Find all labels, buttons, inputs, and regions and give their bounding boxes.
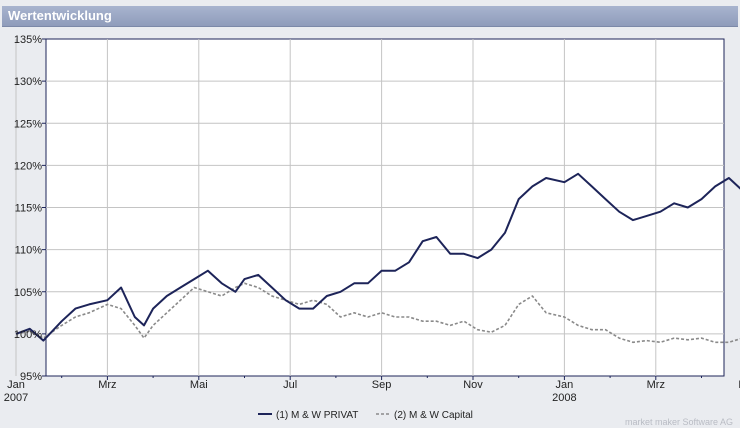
x-tick-label: Mrz — [647, 379, 665, 391]
x-tick-label: Jan — [7, 379, 25, 391]
y-tick-label: 105% — [14, 287, 42, 299]
x-tick-label: Jul — [283, 379, 297, 391]
chart-title-bar: Wertentwicklung — [2, 6, 738, 27]
y-tick-label: 135% — [14, 34, 42, 46]
y-tick-label: 95% — [20, 371, 42, 383]
y-tick-label: 120% — [14, 160, 42, 172]
x-tick-label: Mai — [190, 379, 208, 391]
y-tick-label: 110% — [15, 245, 43, 257]
x-tick-label: Mai — [738, 379, 740, 391]
chart-title: Wertentwicklung — [8, 8, 112, 23]
series-layer: 21 — [15, 172, 740, 344]
x-year-label: 2007 — [4, 392, 28, 404]
y-tick-label: 115% — [15, 203, 43, 215]
y-tick-label: 125% — [14, 118, 42, 130]
series-line — [15, 282, 740, 344]
x-tick-label: Sep — [372, 379, 392, 391]
watermark-text: market maker Software AG — [625, 417, 733, 427]
x-tick-label: Mrz — [98, 379, 116, 391]
x-tick-label: Nov — [463, 379, 483, 391]
x-year-label: 2008 — [552, 392, 576, 404]
chart-legend: (1) M & W PRIVAT (2) M & W Capital — [258, 410, 473, 421]
y-tick-label: 100% — [14, 329, 42, 341]
legend-label: (1) M & W PRIVAT — [276, 410, 358, 421]
legend-label: (2) M & W Capital — [394, 410, 473, 421]
y-tick-label: 130% — [14, 76, 42, 88]
x-tick-label: Jan — [556, 379, 574, 391]
grid-layer — [15, 39, 724, 376]
axis-layer: 135%130%125%120%115%110%105%100%95%Jan Mr… — [4, 34, 740, 404]
series-line — [15, 172, 740, 342]
